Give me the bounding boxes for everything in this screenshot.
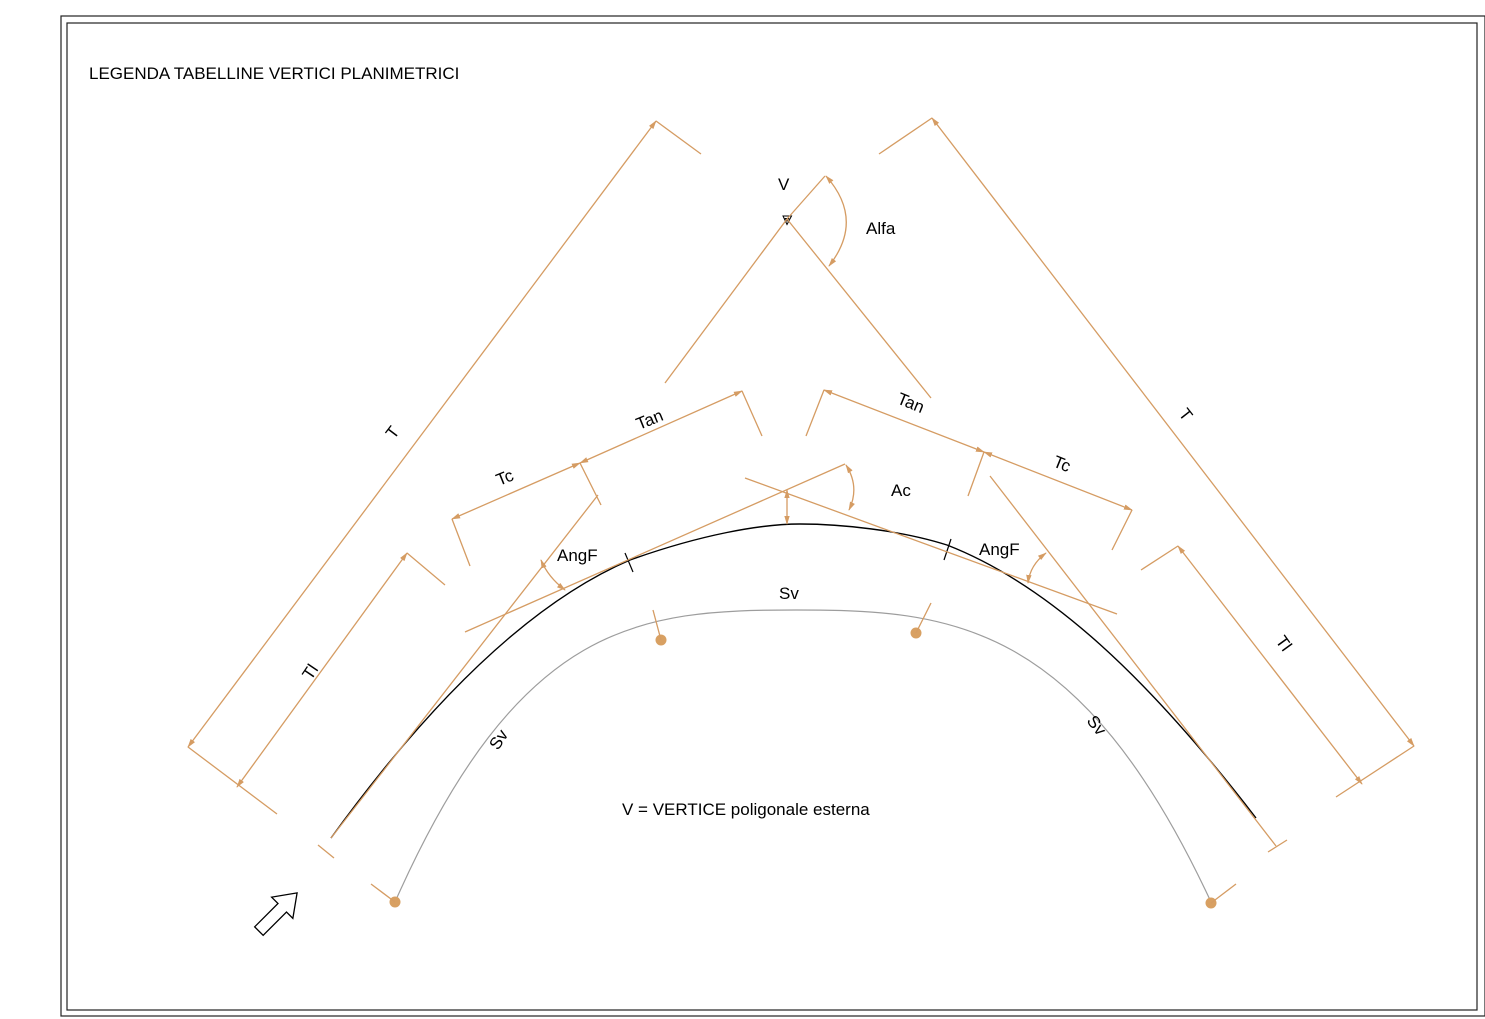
stake-tick	[652, 609, 662, 641]
tc-left-ext-end	[451, 518, 471, 567]
tan-right-label: Tan	[895, 389, 928, 417]
vertex-note: V = VERTICE poligonale esterna	[622, 800, 870, 819]
legend-title: LEGENDA TABELLINE VERTICI PLANIMETRICI	[89, 64, 459, 83]
polygon-side-left	[664, 218, 788, 384]
polygon-side-right-ext	[786, 175, 826, 220]
alfa-arc	[825, 175, 847, 267]
tl-right-label: Tl	[1272, 632, 1296, 655]
t-right-ext-bottom	[1335, 745, 1415, 798]
arrow-icon	[253, 892, 298, 937]
t-left-ext-bottom	[187, 746, 278, 815]
tc-left-ext-mid	[579, 462, 602, 506]
angf-left-label: AngF	[557, 546, 598, 565]
outer-frame	[60, 15, 1485, 1017]
t-left-dimension	[187, 120, 657, 748]
inner-frame	[66, 22, 1478, 1011]
tan-left-label: Tan	[633, 406, 666, 434]
t-left-label: T	[382, 423, 403, 443]
polygon-side-right	[786, 218, 932, 399]
triangle-icon	[782, 215, 793, 226]
tangent-point-tick-right	[943, 538, 952, 561]
t-right-label: T	[1175, 405, 1196, 425]
angf-right-arc	[1026, 552, 1047, 584]
ac-label: Ac	[891, 481, 911, 500]
angf-right-label: AngF	[979, 540, 1020, 559]
t-right-ext-top	[878, 117, 933, 155]
mid-tangent-left	[464, 463, 846, 633]
tan-right-dimension	[823, 389, 985, 453]
offset-curve	[394, 609, 1212, 903]
tl-left-ext-bottom	[317, 844, 335, 859]
tc-right-label: Tc	[1051, 452, 1074, 476]
tc-right-ext-mid	[967, 451, 985, 497]
angf-right-line	[989, 475, 1277, 847]
tl-left-label: Tl	[299, 661, 323, 683]
stake-tick	[915, 602, 932, 634]
tc-right-dimension	[983, 451, 1133, 511]
tl-right-ext-bottom	[1267, 839, 1288, 853]
vertex-label: V	[778, 175, 790, 194]
tc-left-label: Tc	[493, 466, 516, 490]
sv-left-label: Sv	[485, 726, 512, 753]
tl-right-ext-top	[1140, 545, 1179, 571]
tc-right-ext-end	[1111, 509, 1133, 551]
t-right-dimension	[931, 117, 1415, 747]
tc-left-dimension	[451, 462, 581, 520]
tan-left-ext	[741, 390, 763, 437]
mid-tangent-right	[744, 477, 1118, 615]
stake-tick	[370, 883, 396, 903]
sv-top-label: Sv	[779, 584, 799, 603]
tl-left-dimension	[236, 552, 408, 788]
alfa-label: Alfa	[866, 219, 896, 238]
tl-left-ext-top	[406, 552, 446, 586]
tan-left-dimension	[579, 390, 743, 464]
road-axis	[330, 523, 1257, 839]
ac-arc	[845, 464, 855, 511]
tl-right-dimension	[1177, 545, 1363, 785]
sv-right-label: Sv	[1083, 712, 1110, 740]
t-left-ext-top	[655, 120, 702, 155]
stake-tick	[1210, 883, 1237, 904]
angf-left-arc	[540, 559, 566, 591]
tan-right-ext	[805, 389, 825, 437]
tangent-point-tick-left	[624, 552, 634, 573]
